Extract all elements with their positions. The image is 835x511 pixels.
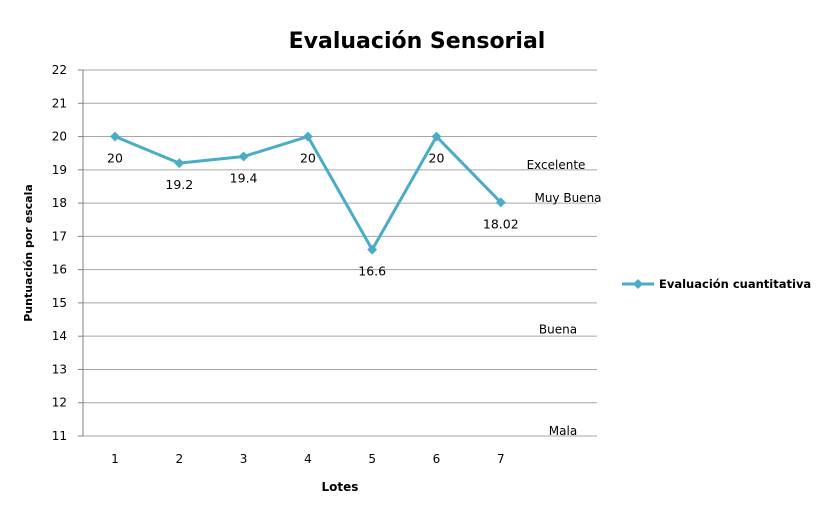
x-tick-label: 7 (497, 452, 505, 466)
annotation-label: Muy Buena (534, 191, 601, 205)
y-tick-label: 20 (52, 130, 67, 144)
y-tick-label: 16 (52, 263, 67, 277)
data-label: 20 (107, 151, 123, 166)
x-tick-label: 5 (368, 452, 376, 466)
x-tick-label: 3 (240, 452, 248, 466)
y-tick-label: 13 (52, 362, 67, 376)
y-tick-label: 12 (52, 396, 67, 410)
scale-annotations: Excelente Muy Buena Buena Mala (527, 158, 602, 438)
x-tick-label: 4 (304, 452, 312, 466)
y-tick-label: 11 (52, 429, 67, 443)
data-label: 20 (429, 151, 445, 166)
data-point-marker (302, 131, 313, 142)
x-axis-ticks: 1 2 3 4 5 6 7 (111, 452, 504, 466)
data-point-marker (238, 151, 249, 162)
x-tick-label: 1 (111, 452, 119, 466)
annotation-label: Buena (539, 323, 577, 337)
y-tick-label: 22 (52, 63, 67, 77)
x-axis-label: Lotes (322, 480, 359, 494)
x-tick-label: 2 (175, 452, 183, 466)
y-tick-label: 15 (52, 296, 67, 310)
data-point-marker (174, 158, 185, 169)
chart-title: Evaluación Sensorial (289, 29, 546, 54)
y-tick-label: 14 (52, 329, 67, 343)
y-tick-label: 18 (52, 196, 67, 210)
data-point-marker (110, 131, 120, 142)
data-label: 19.2 (165, 177, 193, 192)
annotation-label: Excelente (527, 158, 586, 172)
annotation-label: Mala (549, 424, 577, 438)
data-label: 20 (300, 151, 316, 166)
data-label: 18.02 (483, 216, 519, 231)
series-evaluacion-cuantitativa (110, 131, 506, 255)
data-point-marker (495, 197, 506, 208)
y-tick-label: 19 (52, 163, 67, 177)
data-label: 19.4 (230, 171, 258, 186)
data-point-marker (367, 244, 378, 255)
y-tick-label: 21 (52, 96, 67, 110)
y-axis-ticks: 11 12 13 14 15 16 17 18 19 20 21 22 (52, 63, 67, 443)
x-tick-label: 6 (433, 452, 441, 466)
legend-diamond-marker (633, 279, 643, 289)
data-point-marker (431, 131, 442, 142)
legend: Evaluación cuantitativa (622, 277, 811, 291)
gridlines (78, 69, 597, 437)
legend-label: Evaluación cuantitativa (659, 277, 811, 291)
data-label: 16.6 (358, 264, 386, 279)
data-labels: 20 19.2 19.4 20 16.6 20 18.02 (107, 151, 519, 279)
y-tick-label: 17 (52, 229, 67, 243)
y-axis-label: Puntuación por escala (22, 184, 35, 322)
